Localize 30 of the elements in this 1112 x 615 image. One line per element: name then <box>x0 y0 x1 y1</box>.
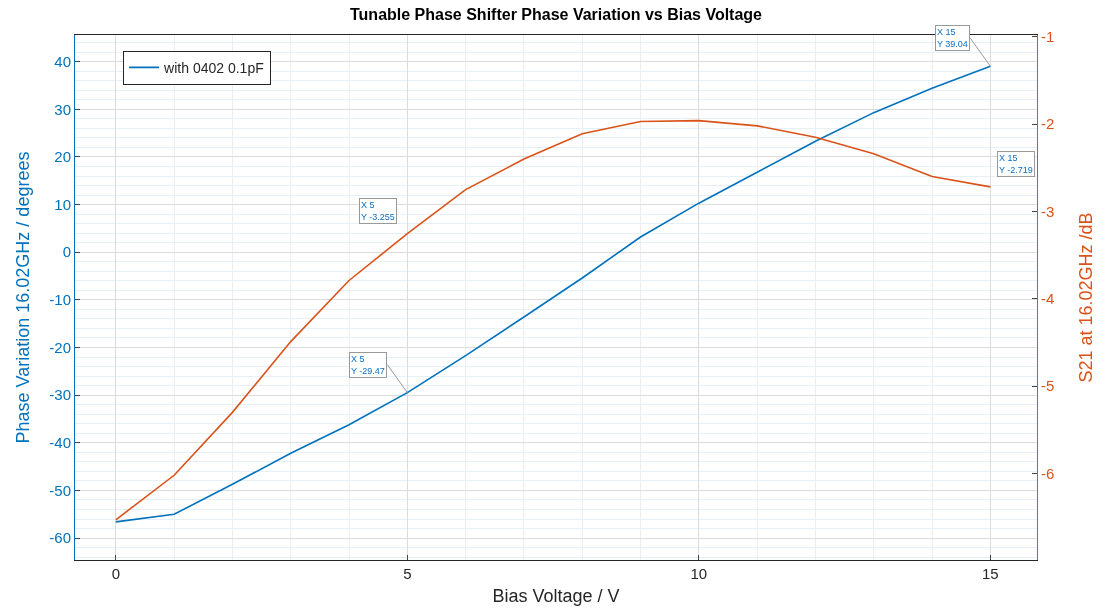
y-tick-label: -40 <box>49 434 71 452</box>
y2-tick-label: -5 <box>1041 377 1055 395</box>
x-tick-label: 5 <box>403 565 412 582</box>
y2-tick-label: -4 <box>1041 290 1055 308</box>
y-tick-label: -50 <box>49 481 71 499</box>
y-tick-label: 40 <box>54 52 71 70</box>
chart-title: Tunable Phase Shifter Phase Variation vs Bias Voltage <box>350 6 763 24</box>
legend-label: with 0402 0.1pF <box>163 59 264 76</box>
y-tick-label: -10 <box>49 291 71 309</box>
y-tick-label: 20 <box>54 148 71 166</box>
annotation: X 5 Y -3.255 <box>361 200 395 222</box>
y-tick-label: -30 <box>49 386 71 404</box>
x-tick-label: 0 <box>111 565 120 582</box>
y-tick-label: 0 <box>62 243 71 261</box>
x-tick-label: 15 <box>982 565 999 582</box>
y2-tick-label: -1 <box>1041 28 1055 45</box>
y2-tick-label: -6 <box>1041 464 1055 482</box>
annotation: X 5 Y -29.47 <box>351 354 385 376</box>
y2-axis-title: S21 at 16.02GHz /dB <box>1076 212 1096 383</box>
y-axis-title: Phase Variation 16.02GHz / degrees <box>13 151 33 444</box>
x-tick-label: 10 <box>690 565 708 582</box>
y-tick-label: 10 <box>54 195 71 213</box>
annotation: X 15 Y -2.719 <box>999 153 1033 175</box>
y-tick-label: -60 <box>49 529 71 547</box>
y-tick-label: -20 <box>49 338 71 356</box>
y2-tick-label: -2 <box>1041 115 1055 133</box>
y2-tick-label: -3 <box>1041 202 1055 220</box>
x-axis-title: Bias Voltage / V <box>492 586 620 607</box>
y-tick-label: 30 <box>54 100 71 118</box>
annotation: X 15 Y 39.04 <box>937 27 968 49</box>
